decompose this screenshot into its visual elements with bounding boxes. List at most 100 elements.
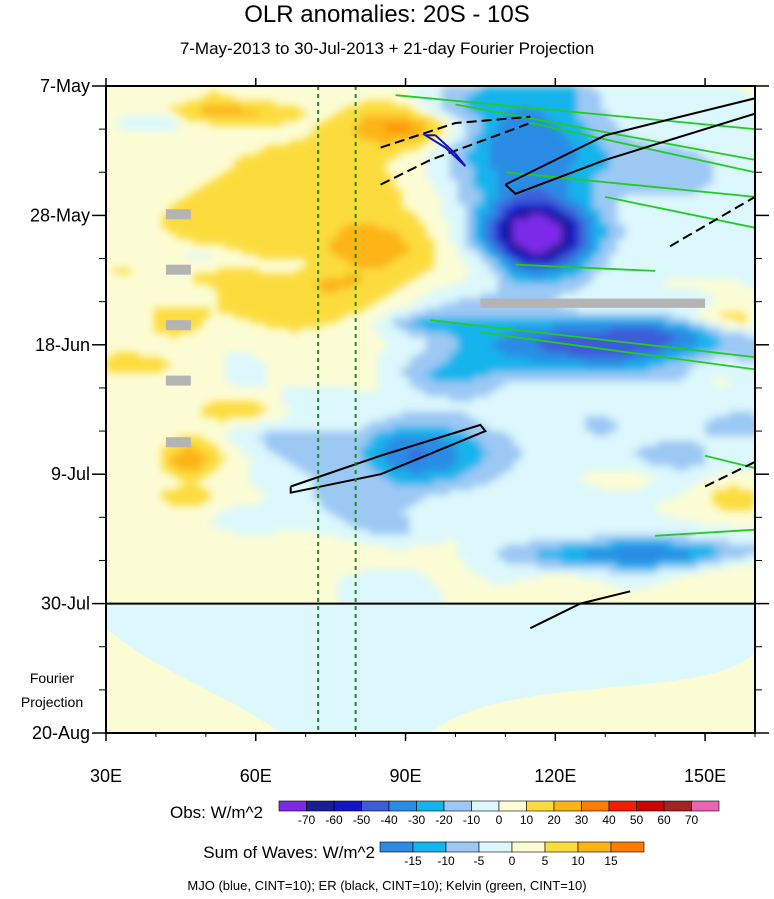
anomaly-cell	[649, 485, 658, 491]
anomaly-cell	[201, 228, 211, 235]
anomaly-cell	[505, 455, 514, 462]
anomaly-cell	[361, 426, 371, 432]
anomaly-cell	[577, 253, 586, 260]
anomaly-cell	[449, 224, 459, 230]
anomaly-cell	[641, 440, 650, 447]
anomaly-cell	[313, 248, 323, 255]
anomaly-cell	[641, 219, 650, 225]
anomaly-cell	[417, 347, 427, 353]
anomaly-cell	[441, 214, 451, 220]
anomaly-cell	[481, 391, 491, 398]
anomaly-cell	[641, 169, 650, 176]
anomaly-cell	[625, 357, 634, 363]
anomaly-cell	[225, 362, 235, 368]
anomaly-cell	[257, 450, 267, 457]
anomaly-cell	[577, 105, 586, 112]
anomaly-cell	[313, 455, 323, 462]
anomaly-cell	[617, 332, 626, 339]
anomaly-cell	[449, 95, 459, 102]
anomaly-cell	[353, 416, 363, 422]
anomaly-cell	[713, 243, 722, 250]
anomaly-cell	[721, 204, 730, 210]
anomaly-cell	[737, 159, 746, 166]
anomaly-cell	[305, 209, 315, 215]
anomaly-cell	[217, 238, 227, 245]
anomaly-cell	[345, 145, 355, 151]
anomaly-cell	[329, 288, 339, 294]
anomaly-cell	[281, 480, 291, 486]
anomaly-cell	[657, 288, 666, 294]
anomaly-cell	[297, 184, 307, 191]
anomaly-cell	[345, 465, 355, 472]
anomaly-cell	[681, 86, 690, 92]
anomaly-cell	[673, 366, 682, 373]
anomaly-cell	[729, 209, 738, 215]
anomaly-cell	[241, 120, 251, 127]
anomaly-cell	[289, 426, 299, 432]
anomaly-cell	[297, 396, 307, 403]
anomaly-cell	[209, 110, 219, 117]
anomaly-cell	[609, 95, 618, 102]
anomaly-cell	[601, 401, 610, 408]
anomaly-cell	[609, 145, 618, 151]
anomaly-cell	[681, 401, 690, 408]
anomaly-cell	[641, 337, 650, 343]
anomaly-cell	[345, 204, 355, 210]
anomaly-cell	[329, 248, 339, 255]
anomaly-cell	[329, 293, 339, 299]
anomaly-cell	[745, 199, 754, 205]
anomaly-cell	[329, 164, 339, 171]
anomaly-cell	[209, 283, 219, 289]
anomaly-cell	[737, 406, 746, 412]
anomaly-cell	[649, 312, 658, 319]
anomaly-cell	[489, 110, 498, 117]
anomaly-cell	[441, 110, 451, 117]
anomaly-cell	[417, 421, 427, 427]
anomaly-cell	[281, 179, 291, 186]
anomaly-cell	[601, 228, 610, 235]
anomaly-cell	[329, 204, 339, 210]
anomaly-cell	[697, 366, 706, 373]
anomaly-cell	[585, 130, 594, 136]
anomaly-cell	[617, 426, 626, 432]
anomaly-cell	[729, 268, 738, 274]
anomaly-cell	[489, 224, 498, 230]
anomaly-cell	[537, 248, 546, 255]
anomaly-cell	[601, 366, 610, 373]
anomaly-cell	[449, 332, 459, 339]
anomaly-cell	[489, 155, 498, 161]
anomaly-cell	[273, 209, 283, 215]
anomaly-cell	[377, 110, 387, 117]
anomaly-cell	[529, 371, 538, 378]
anomaly-cell	[249, 283, 259, 289]
anomaly-cell	[233, 352, 243, 358]
anomaly-cell	[617, 169, 626, 176]
anomaly-cell	[745, 228, 754, 235]
anomaly-cell	[265, 317, 275, 324]
anomaly-cell	[345, 307, 355, 314]
anomaly-cell	[265, 273, 275, 279]
anomaly-cell	[673, 169, 682, 176]
anomaly-cell	[289, 248, 299, 255]
anomaly-cell	[409, 228, 419, 235]
anomaly-cell	[601, 125, 610, 131]
anomaly-cell	[633, 435, 642, 442]
anomaly-cell	[641, 150, 650, 156]
anomaly-cell	[713, 268, 722, 274]
anomaly-cell	[561, 288, 570, 294]
anomaly-cell	[537, 273, 546, 279]
anomaly-cell	[353, 470, 363, 477]
anomaly-cell	[633, 164, 642, 171]
anomaly-cell	[577, 293, 586, 299]
anomaly-cell	[393, 317, 403, 324]
anomaly-cell	[609, 460, 618, 467]
anomaly-cell	[665, 352, 674, 358]
anomaly-cell	[697, 243, 706, 250]
anomaly-cell	[481, 120, 491, 127]
anomaly-cell	[361, 204, 371, 210]
anomaly-cell	[697, 445, 706, 452]
anomaly-cell	[489, 219, 498, 225]
anomaly-cell	[625, 159, 634, 166]
anomaly-cell	[489, 435, 498, 442]
anomaly-cell	[697, 431, 706, 437]
